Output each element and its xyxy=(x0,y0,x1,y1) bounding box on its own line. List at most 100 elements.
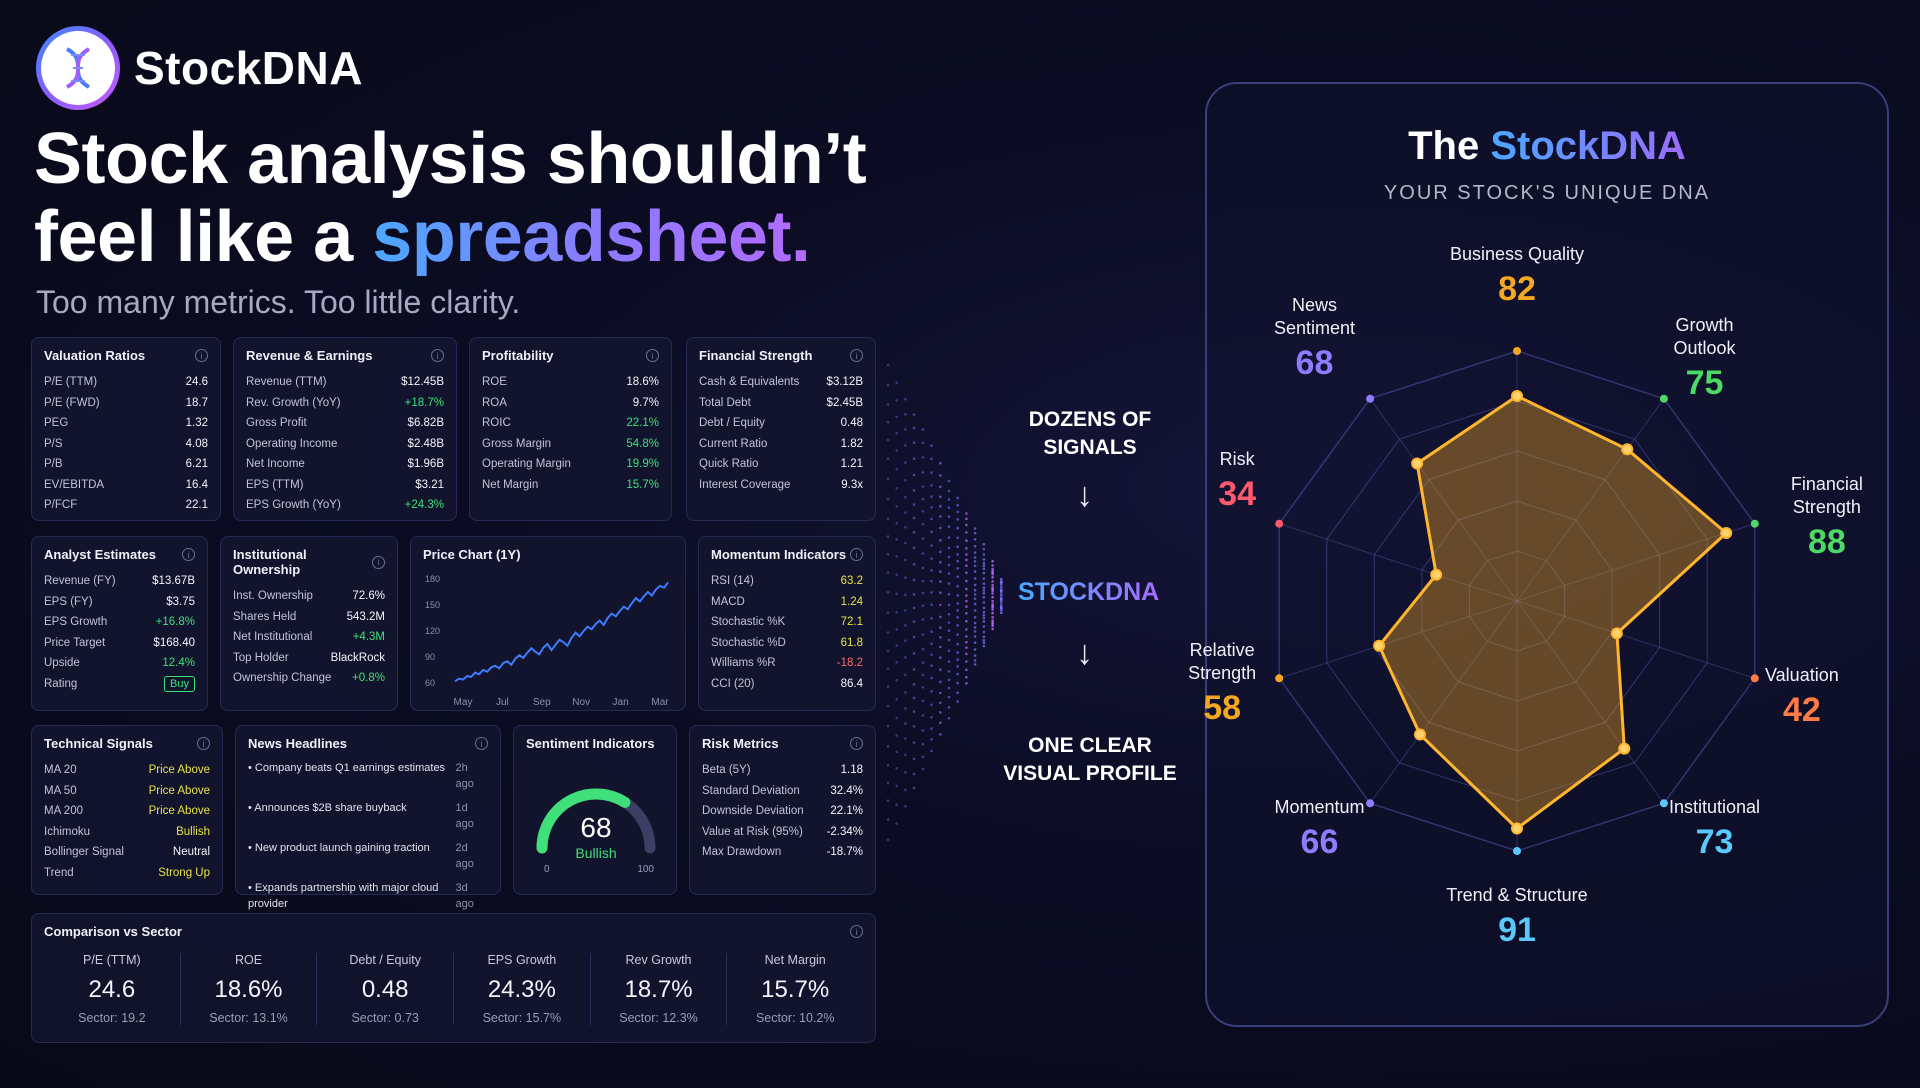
metric-row: Inst. Ownership 72.6% xyxy=(233,586,385,607)
signal-dot xyxy=(930,579,933,583)
comparison-column: P/E (TTM) 24.6 Sector: 19.2 xyxy=(44,953,181,1025)
signal-dot xyxy=(956,496,959,500)
signal-dot xyxy=(939,615,942,619)
metric-value: 1.18 xyxy=(840,764,863,777)
signal-dot xyxy=(956,642,959,646)
signal-dot xyxy=(939,701,942,705)
signal-dot xyxy=(895,431,898,435)
signal-dot xyxy=(991,627,994,631)
info-icon[interactable]: i xyxy=(195,349,208,362)
signal-dot xyxy=(930,727,933,730)
signal-dot xyxy=(947,479,951,483)
signal-dot xyxy=(886,552,890,556)
signal-dot xyxy=(912,593,916,596)
metric-row: Shares Held 543.2M xyxy=(233,607,385,628)
card-title: Revenue & Earnings xyxy=(246,348,373,363)
info-icon[interactable]: i xyxy=(182,548,195,561)
news-item[interactable]: • Expands partnership with major cloud p… xyxy=(248,880,488,912)
radar-point xyxy=(1430,568,1443,581)
axis-name: Financial Strength xyxy=(1790,474,1863,518)
signal-dot xyxy=(895,399,898,402)
radar-axis xyxy=(1516,523,1755,602)
metric-row: Revenue (FY) $13.67B xyxy=(44,571,195,592)
info-icon[interactable]: i xyxy=(850,548,863,561)
signal-dot xyxy=(912,696,916,700)
radar-point xyxy=(1621,443,1634,456)
metric-row: Trend Strong Up xyxy=(44,863,210,884)
news-item[interactable]: • New product launch gaining traction 2d … xyxy=(248,840,488,872)
signal-dot xyxy=(921,633,925,636)
metric-row: Ichimoku Bullish xyxy=(44,822,210,843)
info-icon[interactable]: i xyxy=(372,555,385,569)
axis-name: Trend & Structure xyxy=(1446,885,1588,905)
comparison-metric: Net Margin xyxy=(764,953,826,967)
signal-dot xyxy=(912,683,916,686)
info-icon[interactable]: i xyxy=(431,349,444,362)
axis-score: 75 xyxy=(1685,364,1724,403)
signal-dot xyxy=(895,628,898,631)
info-icon[interactable]: i xyxy=(646,349,659,362)
y-tick-label: 150 xyxy=(425,600,440,610)
metric-label: Quick Ratio xyxy=(699,458,759,471)
metric-row: EPS Growth (YoY) +24.3% xyxy=(246,495,444,516)
sector-value: Sector: 10.2% xyxy=(755,1011,835,1025)
metric-label: Current Ratio xyxy=(699,437,768,450)
signal-dot xyxy=(912,516,916,520)
signal-dot xyxy=(912,606,916,610)
radar-point xyxy=(1511,822,1523,835)
signal-dot xyxy=(991,622,994,626)
signal-dot xyxy=(921,566,925,570)
metric-row: Stochastic %D 61.8 xyxy=(711,633,863,654)
metric-value: -18.2 xyxy=(836,657,863,670)
signal-dot xyxy=(886,631,890,634)
metric-row: PEG 1.32 xyxy=(44,413,208,434)
signal-dot xyxy=(956,602,959,605)
signal-dot xyxy=(921,686,925,689)
signal-dot xyxy=(965,612,968,615)
comparison-metric: P/E (TTM) xyxy=(83,953,141,967)
metric-label: Ichimoku xyxy=(44,825,91,838)
metric-value: +18.7% xyxy=(404,396,444,409)
metric-value: Price Above xyxy=(148,784,210,797)
metric-value: 1.24 xyxy=(840,595,863,608)
metric-label: Rating xyxy=(44,677,78,690)
info-icon[interactable]: i xyxy=(850,737,863,750)
metric-label: Debt / Equity xyxy=(699,417,765,430)
signal-dot xyxy=(939,461,942,465)
info-icon[interactable]: i xyxy=(850,925,863,938)
radar-axis-label: Institutional 73 xyxy=(1650,796,1780,861)
revenue-card: Revenue & Earnings i Revenue (TTM) $12.45B… xyxy=(233,337,457,521)
metric-label: P/B xyxy=(44,458,63,471)
radar-axis-label: News Sentiment 68 xyxy=(1254,294,1374,382)
info-icon[interactable]: i xyxy=(197,737,210,750)
signal-dot xyxy=(956,609,959,612)
signal-dot xyxy=(921,510,925,513)
metric-row: Williams %R -18.2 xyxy=(711,653,863,674)
metric-row: Max Drawdown -18.7% xyxy=(702,842,863,863)
signal-dot xyxy=(1000,585,1003,589)
signal-dot xyxy=(886,457,890,460)
metric-value: 0.48 xyxy=(840,417,863,430)
metric-label: Operating Income xyxy=(246,437,338,450)
radar-point xyxy=(1373,639,1386,652)
metric-row: Operating Income $2.48B xyxy=(246,434,444,455)
signal-dot xyxy=(991,560,994,563)
radar-axis-label: Momentum 66 xyxy=(1254,796,1384,861)
signal-dot xyxy=(991,589,994,592)
radar-axis-label: Risk 34 xyxy=(1197,448,1277,513)
signal-dot xyxy=(895,467,898,471)
analyst-estimates-card: Analyst Estimates i Revenue (FY) $13.67B EP… xyxy=(31,536,208,711)
news-date: 1d ago xyxy=(455,802,474,830)
metric-value: $1.96B xyxy=(407,458,444,471)
signal-dot xyxy=(886,781,890,785)
signal-dot xyxy=(904,511,907,514)
metric-row: Downside Deviation 22.1% xyxy=(702,801,863,822)
news-item[interactable]: • Company beats Q1 earnings estimates 2h … xyxy=(248,760,488,792)
info-icon[interactable]: i xyxy=(475,737,488,750)
signal-dot xyxy=(930,630,933,633)
news-item[interactable]: • Announces $2B share buyback 1d ago xyxy=(248,800,488,832)
metric-value: +0.8% xyxy=(352,672,385,685)
info-icon[interactable]: i xyxy=(850,349,863,362)
price-line-chart: 180 150 120 90 60 May Jul Sep Nov Jan Mar xyxy=(425,574,669,708)
metric-value: 22.1% xyxy=(830,805,863,818)
